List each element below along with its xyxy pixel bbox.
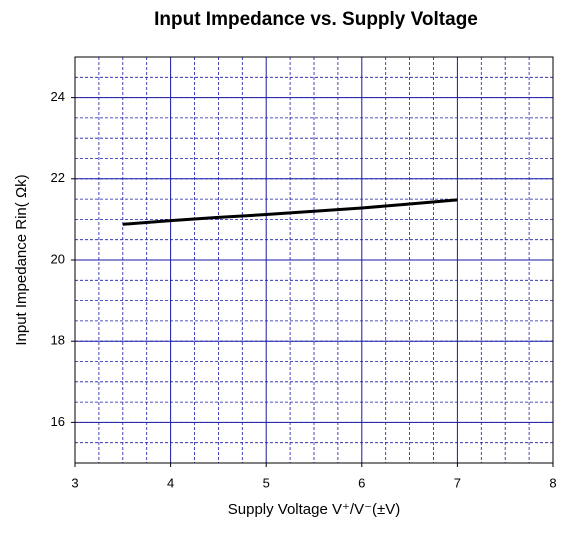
x-tick-label: 6	[358, 475, 365, 490]
y-tick-label: 24	[51, 89, 65, 104]
y-tick-label: 20	[51, 251, 65, 266]
x-tick-label: 4	[167, 475, 174, 490]
y-tick-label: 22	[51, 170, 65, 185]
y-axis-label: Input Impedance Rin( Ωk)	[13, 174, 30, 345]
plot-border	[74, 56, 554, 464]
x-tick-label: 5	[263, 475, 270, 490]
data-line	[122, 198, 458, 226]
x-axis-label: Supply Voltage V⁺/V⁻(±V)	[228, 501, 401, 518]
x-tick-label: 8	[549, 475, 556, 490]
chart-title: Input Impedance vs. Supply Voltage	[154, 9, 478, 30]
y-tick-label: 18	[51, 333, 65, 348]
y-tick-label: 16	[51, 414, 65, 429]
x-tick-label: 7	[454, 475, 461, 490]
x-tick-label: 3	[71, 475, 78, 490]
